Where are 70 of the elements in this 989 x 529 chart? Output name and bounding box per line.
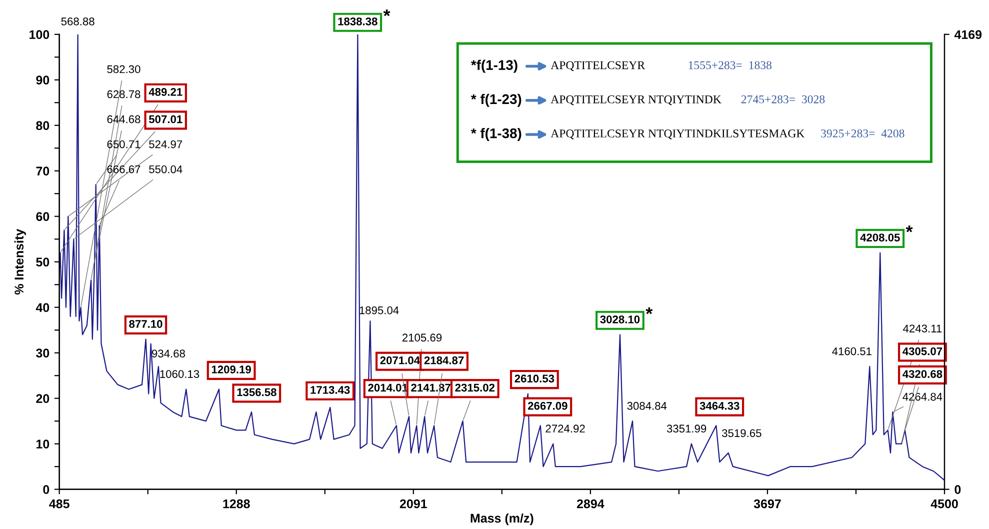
annotation: 1838.38 <box>338 17 378 26</box>
y2-tick-label: 4169 <box>954 30 982 40</box>
annotation: 524.97 <box>149 140 182 148</box>
annotation: * f(1-38) <box>470 128 522 141</box>
y-tick-label: 90 <box>36 76 50 85</box>
annotation: 2315.02 <box>455 384 495 392</box>
annotation: 2014.01 <box>368 384 408 392</box>
annotation: 3464.33 <box>700 402 740 410</box>
text: * <box>383 9 390 16</box>
annotation: 3084.84 <box>627 402 667 410</box>
annotation: 1555+283= 1838 <box>688 61 772 70</box>
annotation: 1209.19 <box>212 366 251 374</box>
annotation: 568.88 <box>61 17 94 26</box>
annotation: 582.30 <box>107 65 140 74</box>
annotation: 2184.87 <box>424 356 464 364</box>
annotation: 4243.11 <box>903 324 942 332</box>
annotation: 4160.51 <box>832 347 872 356</box>
annotation: 644.68 <box>107 115 140 124</box>
annotation: 507.01 <box>148 115 182 124</box>
annotation: 4264.84 <box>902 392 942 401</box>
annotation: 3351.99 <box>666 424 706 433</box>
annotation: * <box>906 226 913 232</box>
x-tick-label: 1288 <box>223 499 250 508</box>
annotation: 2724.92 <box>546 424 585 433</box>
annotation: 628.78 <box>107 90 140 98</box>
y-tick-label: 20 <box>36 394 50 403</box>
y-tick-label: 0 <box>43 485 50 494</box>
annotation: 2141.87 <box>411 384 450 392</box>
annotation: 1713.43 <box>310 386 350 394</box>
annotation: 1356.58 <box>237 388 276 396</box>
x-tick-label: 2091 <box>400 499 427 508</box>
annotation: APQTITELCSEYR NTQIYTINDKILSYTESMAGK <box>550 129 805 140</box>
annotation: 2667.09 <box>528 402 568 410</box>
x-tick-label: 3697 <box>754 499 781 508</box>
annotation: 3028.10 <box>600 315 640 324</box>
y-axis-title: % Intensity <box>14 228 26 295</box>
y-tick-label: 80 <box>36 121 50 130</box>
annotation: * <box>646 307 653 314</box>
annotation: 4320.68 <box>902 370 942 378</box>
annotation: *f(1-13) <box>470 60 518 73</box>
annotation: 3925+283= 4208 <box>821 129 904 138</box>
annotation: APQTITELCSEYR NTQIYTINDK <box>550 95 722 106</box>
x-tick-label: 485 <box>49 499 70 508</box>
annotation: 4305.07 <box>902 347 942 356</box>
annotation: 1060.13 <box>160 370 200 378</box>
annotation: 650.71 <box>107 140 140 148</box>
annotation: 877.10 <box>129 320 162 328</box>
annotation: 2105.69 <box>402 334 442 342</box>
y2-tick-label: 0 <box>954 485 961 494</box>
annotation: 550.04 <box>149 165 182 174</box>
annotation: * f(1-23) <box>470 94 522 107</box>
x-axis-title: Mass (m/z) <box>470 513 534 526</box>
annotation: 3519.65 <box>722 429 762 438</box>
y-tick-label: 40 <box>36 303 50 312</box>
annotation: APQTITELCSEYR <box>550 61 646 71</box>
annotation: 2745+283= 3028 <box>741 95 825 104</box>
annotation: 4208.05 <box>860 234 900 242</box>
y-tick-label: 60 <box>36 212 50 222</box>
y-tick-label: 50 <box>36 258 50 267</box>
y-tick-label: 30 <box>36 348 50 358</box>
annotation: 934.68 <box>152 350 185 358</box>
annotation: 489.21 <box>148 88 182 96</box>
y-tick-label: 70 <box>36 166 50 176</box>
y-tick-label: 100 <box>30 30 50 40</box>
annotation: 666.67 <box>107 165 140 174</box>
x-tick-label: 4500 <box>930 499 958 508</box>
line-series <box>59 34 944 481</box>
y-tick-label: 10 <box>36 440 50 448</box>
x-tick-label: 2894 <box>576 499 604 508</box>
annotation: 2610.53 <box>514 374 554 383</box>
